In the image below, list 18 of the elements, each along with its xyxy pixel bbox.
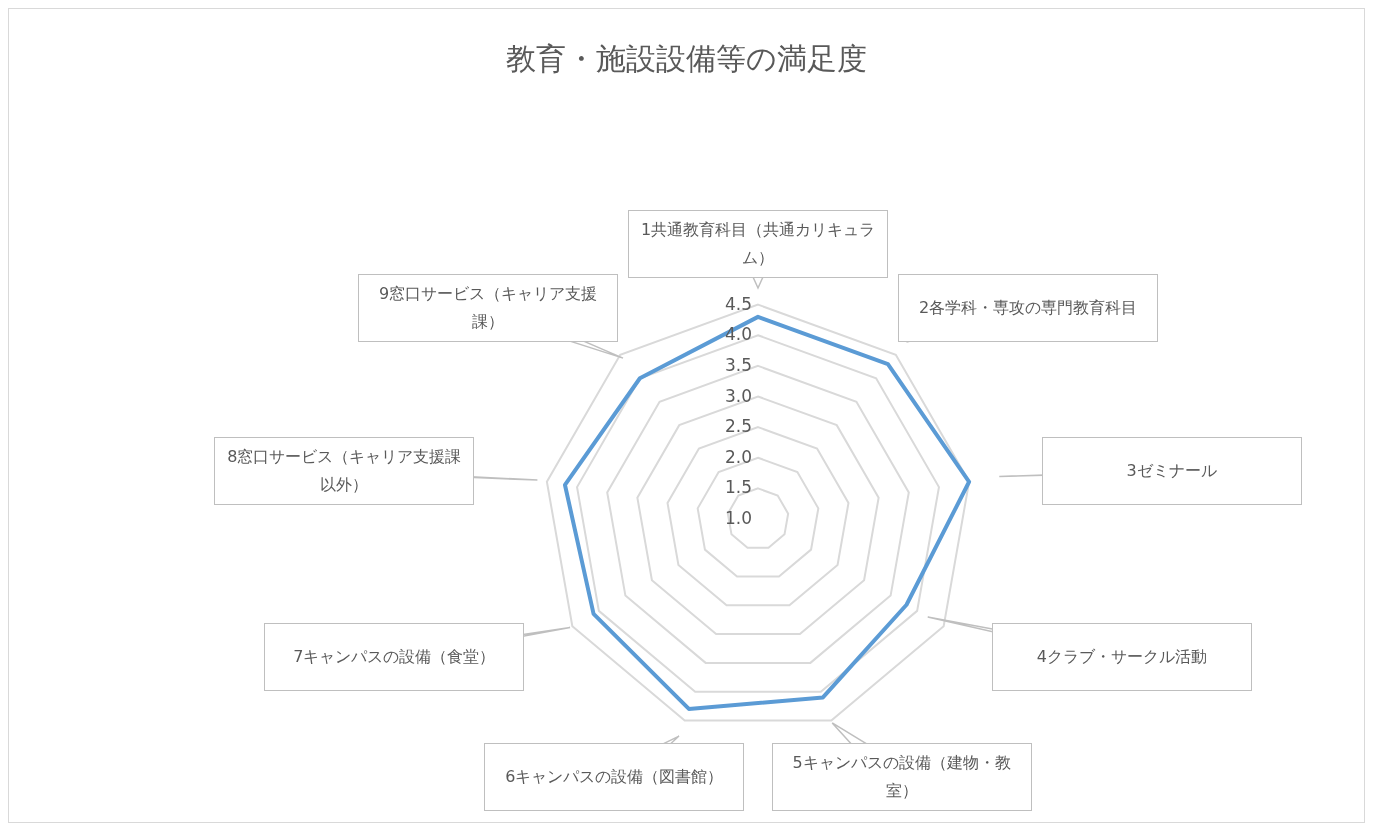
y-tick-label: 4.0 <box>724 324 752 345</box>
spoke-label: 9窓口サービス（キャリア支援課） <box>358 274 619 343</box>
spoke-label: 5キャンパスの設備（建物・教室） <box>771 743 1032 812</box>
y-tick-label: 3.0 <box>724 385 752 406</box>
y-tick-label: 3.5 <box>724 354 752 375</box>
spoke-label: 7キャンパスの設備（食堂） <box>264 622 525 691</box>
y-tick-label: 1.0 <box>724 508 752 528</box>
spoke-label: 8窓口サービス（キャリア支援課以外） <box>214 437 475 506</box>
spoke-label: 4クラブ・サークル活動 <box>991 622 1252 691</box>
y-tick-label: 2.5 <box>724 416 752 437</box>
spoke-label: 2各学科・専攻の専門教育科目 <box>897 274 1158 343</box>
y-tick-label: 1.5 <box>724 477 752 498</box>
y-tick-label: 4.5 <box>724 293 752 314</box>
y-tick-label: 2.0 <box>724 446 752 467</box>
spoke-label: 6キャンパスの設備（図書館） <box>484 743 745 812</box>
spoke-label: 1共通教育科目（共通カリキュラム） <box>628 210 888 278</box>
chart-title: 教育・施設設備等の満足度 <box>505 40 868 78</box>
spoke-label: 3ゼミナール <box>1041 437 1302 506</box>
